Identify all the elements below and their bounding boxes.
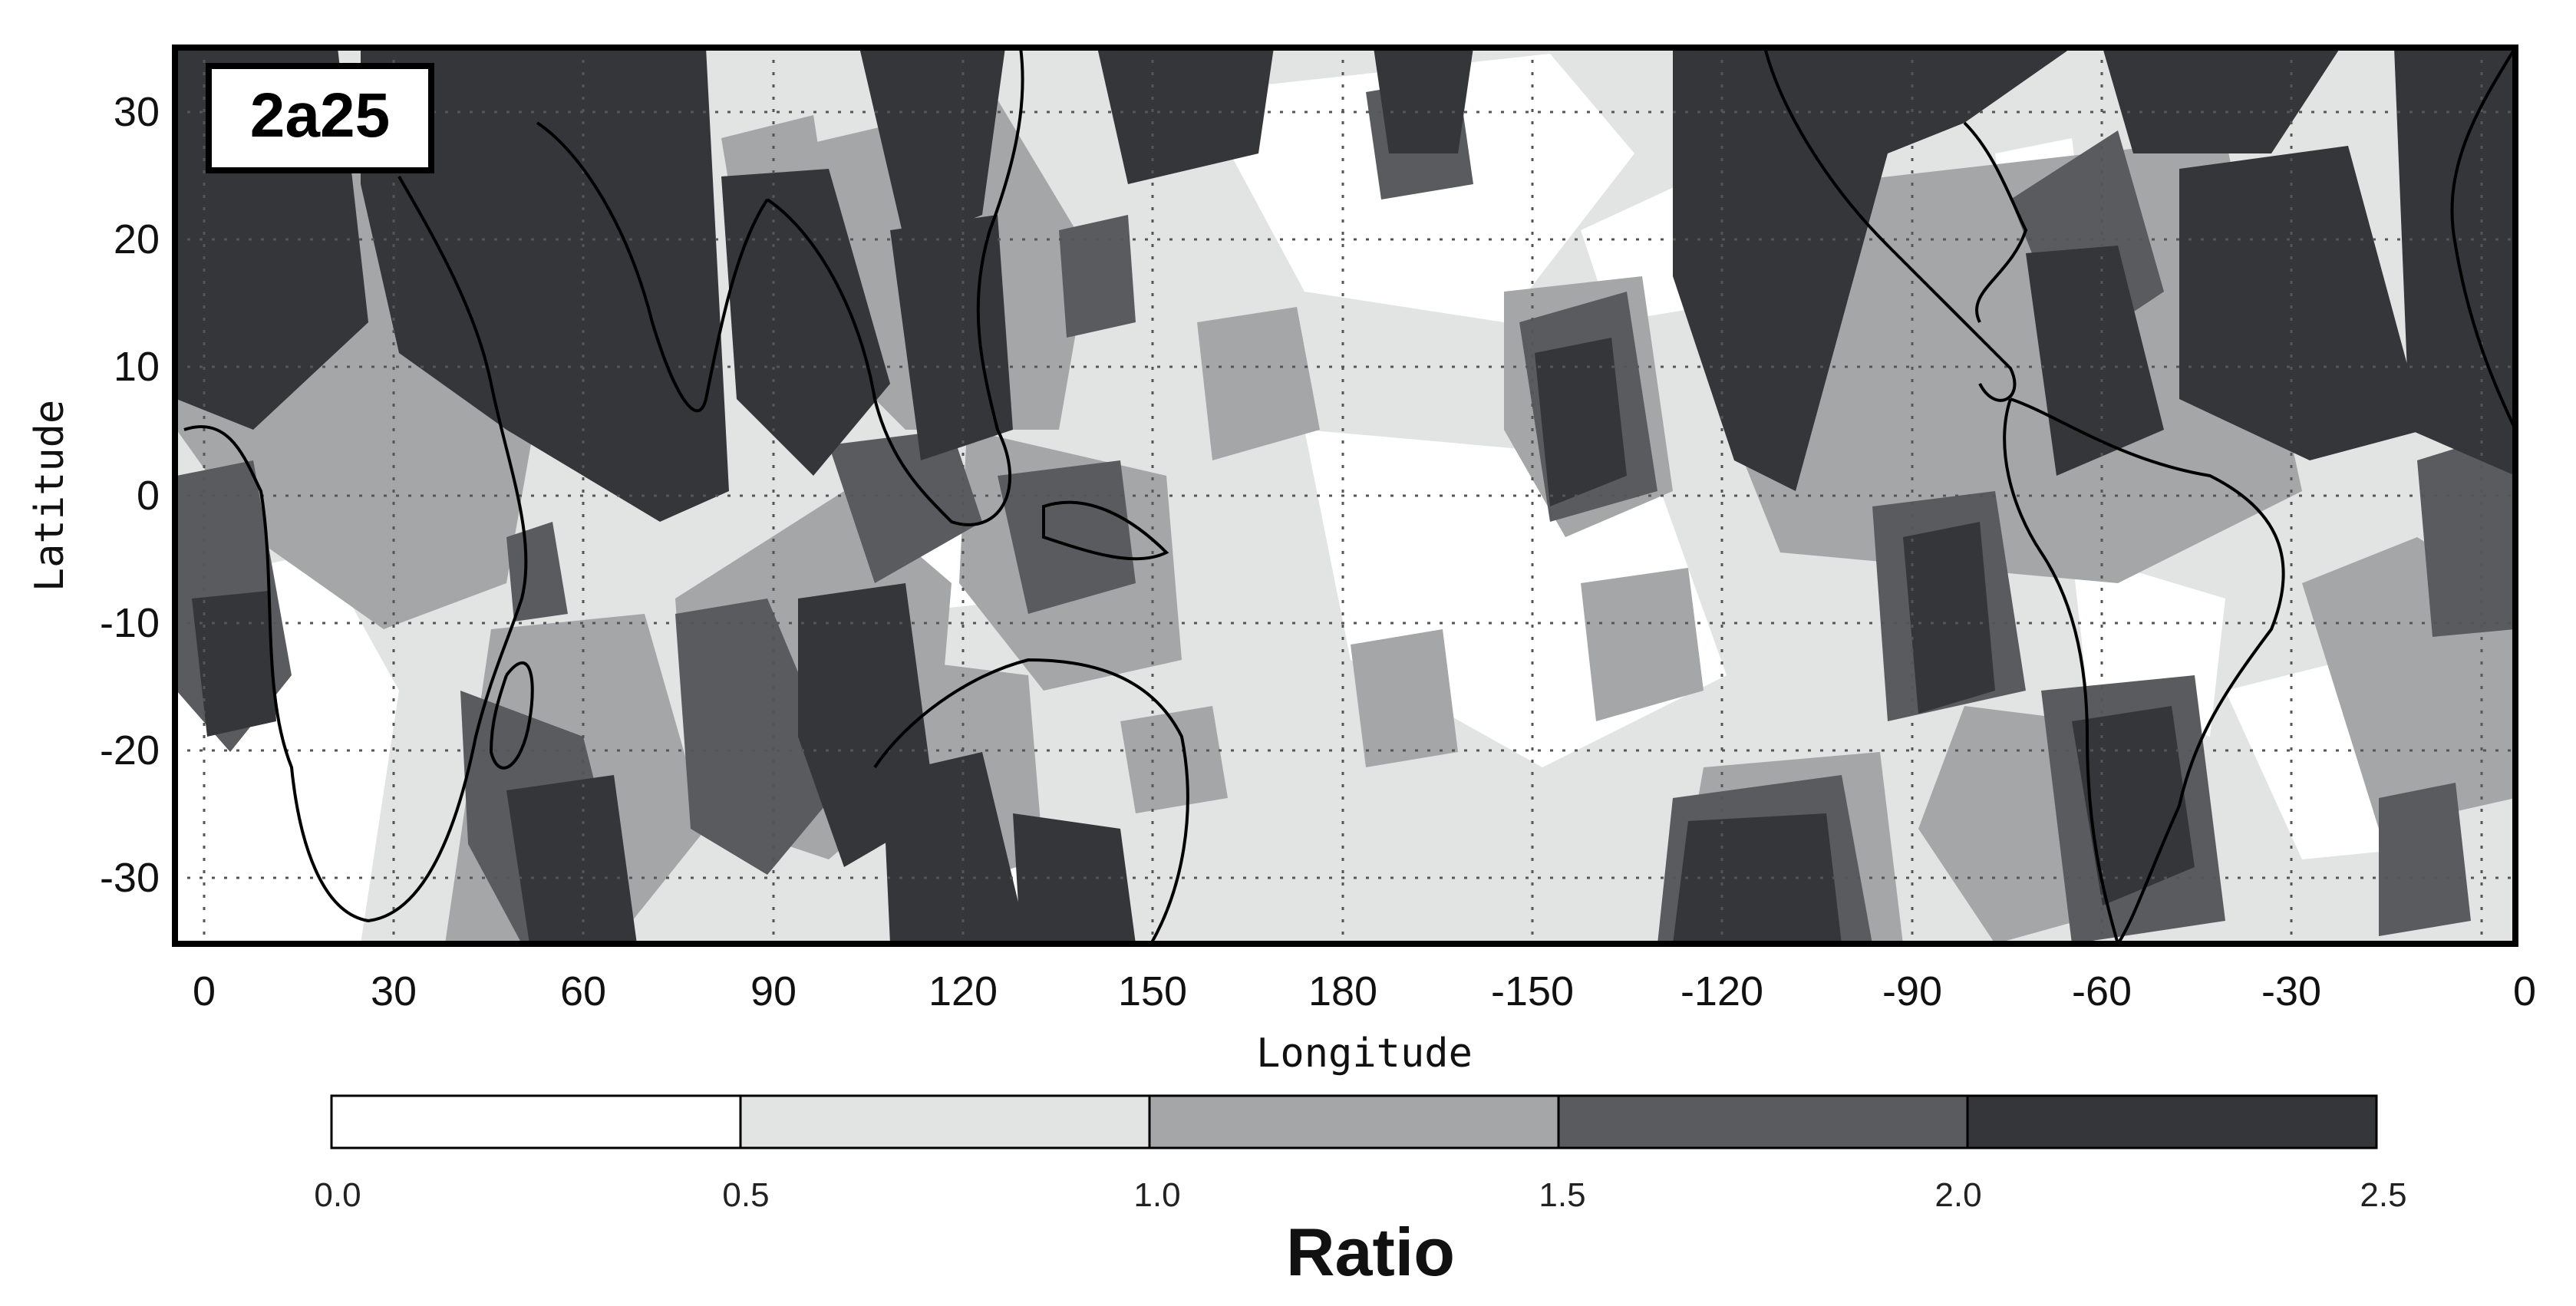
colorbar-tick-label: 2.0 — [1934, 1176, 1981, 1214]
coastlines — [183, 48, 2515, 944]
x-tick-label: -90 — [1882, 968, 1942, 1014]
y-tick-label: -20 — [100, 727, 160, 773]
y-tick-label: 30 — [114, 89, 160, 135]
x-tick-label: 0 — [193, 968, 216, 1014]
x-tick-labels: 0 30 60 90 120 150 180 -150 -120 -90 -60… — [193, 968, 2536, 1014]
x-tick-label: 90 — [750, 968, 797, 1014]
chart-title: 2a25 — [250, 81, 390, 150]
coastline-s-america — [2003, 397, 2285, 944]
coastline-africa — [183, 176, 528, 923]
y-tick-label: 20 — [114, 216, 160, 262]
coastline-seasia — [766, 48, 1024, 526]
colorbar-bin — [739, 1094, 1151, 1149]
coastline-n-america — [1763, 48, 2017, 402]
x-tick-label: 30 — [371, 968, 417, 1014]
y-tick-labels: 30 20 10 0 -10 -20 -30 — [100, 89, 160, 901]
map-area — [175, 48, 2515, 944]
plot-frame — [172, 45, 2518, 947]
x-tick-label: 0 — [2513, 968, 2536, 1014]
coastline-madagascar — [489, 661, 534, 770]
x-tick-label: 120 — [928, 968, 998, 1014]
x-tick-label: -60 — [2072, 968, 2132, 1014]
y-tick-label: 10 — [114, 344, 160, 390]
coastline-australia — [873, 658, 1189, 944]
x-axis-title: Longitude — [1256, 1031, 1473, 1077]
coastline-india — [536, 121, 769, 413]
y-tick-label: -30 — [100, 855, 160, 901]
colorbar: 0.0 0.5 1.0 1.5 2.0 2.5 Ratio — [314, 1094, 2407, 1290]
colorbar-title: Ratio — [1286, 1214, 1455, 1290]
y-tick-label: -10 — [100, 600, 160, 646]
coastline-europe-africa-west — [2450, 48, 2515, 430]
coastline-new-guinea — [1042, 500, 1169, 561]
colorbar-bin — [1966, 1094, 2378, 1149]
colorbar-tick-label: 0.5 — [722, 1176, 769, 1214]
colorbar-tick-label: 1.5 — [1539, 1176, 1585, 1214]
colorbar-tick-label: 0.0 — [314, 1176, 361, 1214]
panel-label-box: 2a25 — [206, 63, 434, 173]
y-axis-title: Latitude — [27, 400, 73, 592]
x-tick-label: 150 — [1118, 968, 1187, 1014]
coastline-gulf — [1963, 121, 2028, 323]
x-tick-label: -150 — [1491, 968, 1574, 1014]
grid-lines — [175, 48, 2515, 944]
colorbar-bin — [1148, 1094, 1560, 1149]
x-tick-label: -120 — [1681, 968, 1763, 1014]
x-tick-label: 60 — [560, 968, 606, 1014]
x-tick-label: 180 — [1308, 968, 1377, 1014]
ratio-contours — [176, 48, 2515, 944]
colorbar-bin — [330, 1094, 742, 1149]
colorbar-bin — [1557, 1094, 1969, 1149]
y-tick-label: 0 — [137, 473, 160, 519]
colorbar-tick-label: 2.5 — [2360, 1176, 2406, 1214]
x-tick-label: -30 — [2261, 968, 2321, 1014]
colorbar-tick-label: 1.0 — [1133, 1176, 1180, 1214]
